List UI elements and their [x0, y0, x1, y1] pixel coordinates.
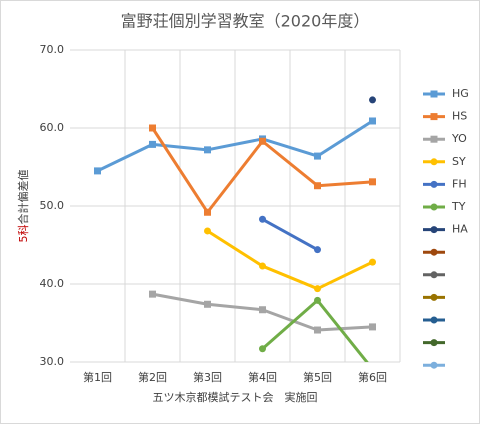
x-tick-label: 第4回: [248, 370, 277, 384]
marker: [149, 140, 156, 148]
x-tick-label: 第2回: [138, 370, 167, 384]
series-line: [261, 217, 319, 251]
legend-label: HA: [452, 223, 468, 236]
y-axis-label-part: 5科: [16, 225, 30, 243]
y-tick-label: 50.0: [40, 199, 65, 212]
x-tick-label: 第3回: [193, 370, 222, 384]
x-tick-label: 第1回: [83, 370, 112, 384]
legend-marker: [430, 113, 438, 121]
legend-marker: [430, 316, 438, 324]
legend-marker: [430, 339, 438, 347]
legend-label: TY: [451, 200, 466, 213]
x-axis-label: 五ツ木京都模試テスト会 実施回: [153, 390, 318, 404]
legend-label: HG: [452, 87, 469, 100]
x-tick-label: 第6回: [358, 370, 387, 384]
marker: [314, 326, 321, 334]
legend-label: FH: [452, 177, 467, 190]
plot: [94, 96, 376, 362]
legend-marker: [430, 361, 438, 369]
legend-marker: [430, 293, 438, 301]
y-tick-label: 70.0: [40, 43, 65, 56]
marker: [314, 296, 321, 304]
series-line: [206, 229, 374, 291]
marker: [259, 262, 266, 270]
x-tick-label: 第5回: [303, 370, 332, 384]
y-tick-label: 30.0: [40, 355, 65, 368]
marker: [314, 285, 321, 293]
marker: [149, 124, 156, 132]
marker: [149, 290, 156, 298]
y-tick-label: 60.0: [40, 121, 65, 134]
marker: [259, 137, 266, 145]
legend-marker: [430, 135, 438, 143]
marker: [369, 178, 376, 186]
marker: [314, 182, 321, 190]
legend-label: YO: [451, 132, 467, 145]
series-line: [96, 119, 374, 173]
y-tick-label: 40.0: [40, 277, 65, 290]
legend-marker: [430, 158, 438, 166]
legend-marker: [430, 271, 438, 279]
marker: [259, 306, 266, 314]
legend-marker: [430, 203, 438, 211]
marker: [369, 96, 376, 104]
marker: [369, 117, 376, 125]
marker: [94, 167, 101, 175]
marker: [204, 227, 211, 235]
legend-label: HS: [452, 110, 467, 123]
legend-marker: [430, 248, 438, 256]
marker: [314, 152, 321, 160]
y-axis-label-part: 合計偏差値: [16, 170, 30, 225]
marker: [204, 146, 211, 154]
legend-marker: [430, 226, 438, 234]
legend-label: SY: [452, 155, 466, 168]
marker: [369, 323, 376, 331]
marker: [204, 300, 211, 308]
marker: [204, 208, 211, 216]
chart-title: 富野荘個別学習教室（2020年度）: [121, 12, 370, 31]
marker: [259, 345, 266, 353]
legend-marker: [430, 90, 438, 98]
marker: [314, 246, 321, 254]
marker: [259, 215, 266, 223]
y-axis-label: 5科合計偏差値: [16, 170, 30, 243]
marker: [369, 258, 376, 266]
legend-marker: [430, 180, 438, 188]
